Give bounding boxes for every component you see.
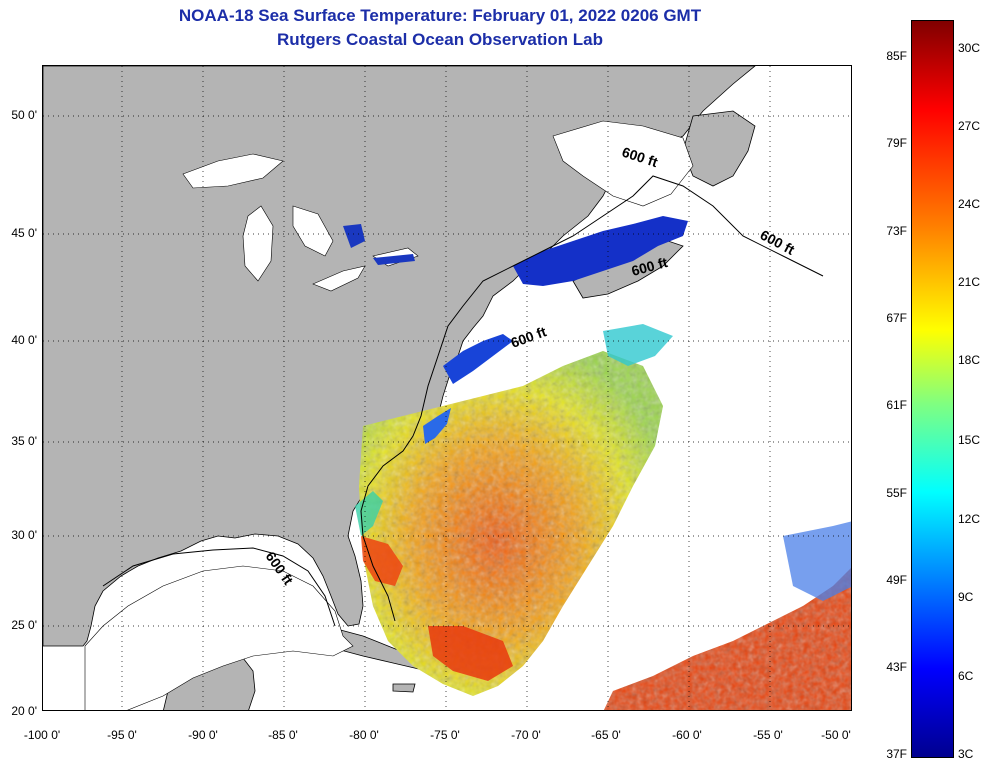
- gulf-st-lawrence: [552, 120, 694, 207]
- map-subtitle: Rutgers Coastal Ocean Observation Lab: [277, 30, 603, 49]
- inland-water: [84, 120, 694, 710]
- lon-label: -60 0': [672, 728, 702, 742]
- colorbar-f-label: 85F: [886, 49, 907, 63]
- lat-label: 25 0': [11, 618, 37, 632]
- cold-coastal-band-south: [423, 408, 451, 444]
- lon-label: -95 0': [107, 728, 137, 742]
- temperature-colorbar: [911, 20, 954, 758]
- lat-label: 45 0': [11, 226, 37, 240]
- colorbar-c-label: 27C: [958, 119, 981, 133]
- colorbar-c-label: 18C: [958, 353, 981, 367]
- contour-label: 600 ft: [509, 323, 549, 351]
- lat-label: 40 0': [11, 333, 37, 347]
- lake-superior: [182, 153, 284, 189]
- lat-label: 50 0': [11, 108, 37, 122]
- colorbar-c-label: 6C: [958, 669, 974, 683]
- lon-label: -100 0': [23, 728, 61, 742]
- map-title: NOAA-18 Sea Surface Temperature: Februar…: [178, 6, 702, 25]
- colorbar-c-label: 15C: [958, 433, 981, 447]
- sst-map-canvas: 600 ft 600 ft 600 ft 600 ft 600 ft: [43, 66, 851, 710]
- colorbar-c-label: 21C: [958, 275, 981, 289]
- colorbar-c-label: 24C: [958, 197, 981, 211]
- lake-huron: [292, 205, 334, 257]
- colorbar-c-label: 3C: [958, 747, 974, 761]
- colorbar-f-label: 67F: [886, 311, 907, 325]
- lon-label: -50 0': [821, 728, 851, 742]
- lat-label: 20 0': [11, 704, 37, 718]
- lon-label: -90 0': [188, 728, 218, 742]
- colorbar-c-label: 9C: [958, 590, 974, 604]
- colorbar-f-label: 61F: [886, 398, 907, 412]
- lat-label: 35 0': [11, 434, 37, 448]
- southeast-warm-texture: [603, 568, 851, 710]
- colorbar-f-label: 55F: [886, 486, 907, 500]
- bathymetry-contour: [102, 175, 824, 627]
- hot-south-zone: [428, 626, 513, 681]
- jamaica-landmass: [392, 683, 416, 693]
- lake-michigan: [242, 205, 274, 282]
- lon-label: -70 0': [511, 728, 541, 742]
- cold-coastal-band-mid: [443, 334, 513, 384]
- colorbar-f-label: 73F: [886, 224, 907, 238]
- sst-swath: [343, 216, 851, 710]
- lake-erie: [312, 265, 366, 292]
- colorbar-f-label: 79F: [886, 136, 907, 150]
- colorbar-f-label: 43F: [886, 660, 907, 674]
- sst-map: 600 ft 600 ft 600 ft 600 ft 600 ft: [42, 65, 852, 711]
- atlantic-contour-line: [360, 175, 824, 622]
- lake-cold-1: [343, 224, 365, 248]
- far-east-patch: [783, 521, 851, 601]
- colorbar-c-label: 12C: [958, 512, 981, 526]
- newfoundland-landmass: [682, 110, 756, 187]
- colorbar-f-label: 49F: [886, 573, 907, 587]
- lake-cold-2: [373, 254, 415, 265]
- colorbar-c-label: 30C: [958, 41, 981, 55]
- colorbar-f-label: 37F: [886, 747, 907, 761]
- lon-label: -85 0': [268, 728, 298, 742]
- lon-label: -80 0': [349, 728, 379, 742]
- lon-label: -75 0': [430, 728, 460, 742]
- graticule: [43, 66, 851, 710]
- lat-label: 30 0': [11, 528, 37, 542]
- hot-florida-zone: [361, 536, 403, 586]
- gulf-of-mexico: [84, 565, 354, 710]
- cold-coastal-band-north: [513, 216, 688, 286]
- lon-label: -55 0': [753, 728, 783, 742]
- gulf-contour-line: [102, 547, 336, 627]
- lon-label: -65 0': [591, 728, 621, 742]
- cool-shelf-band: [603, 324, 673, 366]
